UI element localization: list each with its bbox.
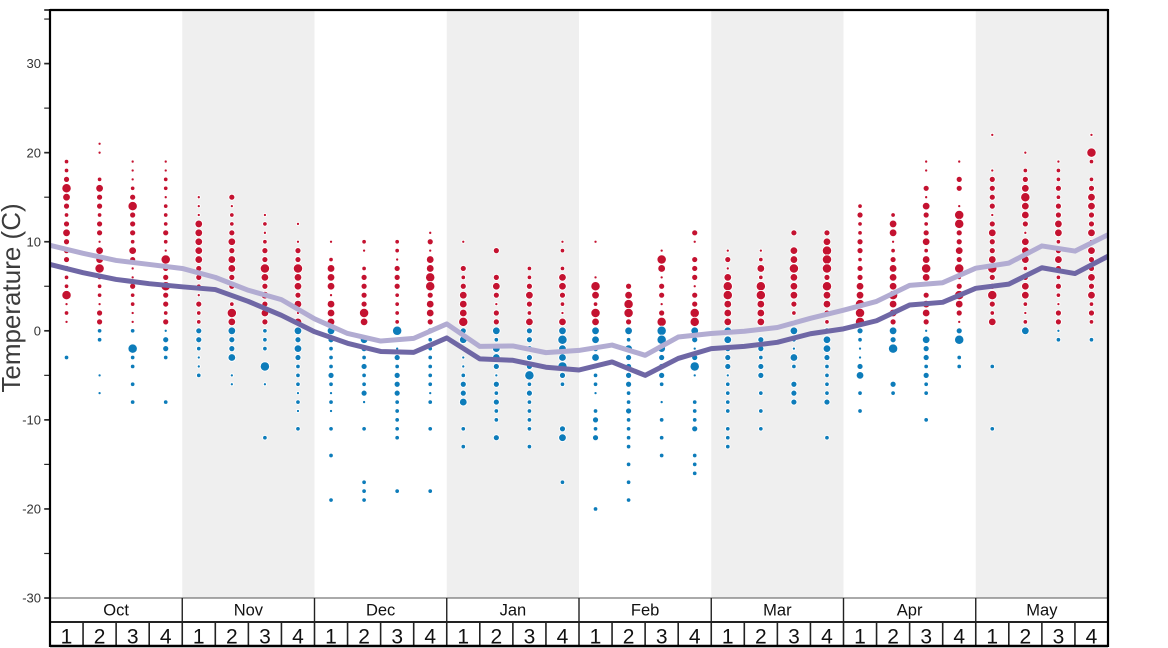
svg-text:10: 10 [27,234,41,249]
svg-text:2: 2 [887,626,899,648]
svg-text:4: 4 [292,626,304,648]
svg-text:4: 4 [557,626,569,648]
svg-text:May: May [1026,602,1058,620]
svg-text:3: 3 [656,626,668,648]
svg-text:4: 4 [1086,626,1098,648]
svg-text:2: 2 [1019,626,1031,648]
svg-text:3: 3 [1053,626,1065,648]
svg-text:20: 20 [27,145,41,160]
svg-text:1: 1 [61,626,73,648]
svg-text:2: 2 [226,626,238,648]
svg-text:-20: -20 [22,502,41,517]
svg-text:3: 3 [524,626,536,648]
svg-text:Jan: Jan [500,602,527,620]
svg-text:4: 4 [424,626,436,648]
svg-text:2: 2 [755,626,767,648]
svg-text:Mar: Mar [763,602,792,620]
svg-text:Oct: Oct [103,602,129,620]
svg-text:1: 1 [986,626,998,648]
svg-text:2: 2 [623,626,635,648]
svg-text:2: 2 [490,626,502,648]
svg-text:3: 3 [391,626,403,648]
svg-text:2: 2 [358,626,370,648]
svg-text:Nov: Nov [234,602,264,620]
svg-text:Temperature (C): Temperature (C) [0,203,26,392]
svg-text:4: 4 [160,626,172,648]
svg-text:1: 1 [854,626,866,648]
svg-text:1: 1 [722,626,734,648]
svg-text:1: 1 [590,626,602,648]
svg-text:4: 4 [953,626,965,648]
svg-text:3: 3 [920,626,932,648]
svg-text:Apr: Apr [897,602,923,620]
svg-text:3: 3 [127,626,139,648]
svg-text:4: 4 [821,626,833,648]
svg-text:1: 1 [457,626,469,648]
svg-text:Dec: Dec [366,602,395,620]
svg-text:4: 4 [689,626,701,648]
svg-text:1: 1 [193,626,205,648]
svg-text:30: 30 [27,56,41,71]
svg-text:3: 3 [259,626,271,648]
svg-text:3: 3 [788,626,800,648]
svg-text:-30: -30 [22,591,41,606]
svg-text:1: 1 [325,626,337,648]
svg-text:2: 2 [94,626,106,648]
svg-text:-10: -10 [22,412,41,427]
svg-text:0: 0 [34,323,41,338]
svg-text:Feb: Feb [631,602,659,620]
